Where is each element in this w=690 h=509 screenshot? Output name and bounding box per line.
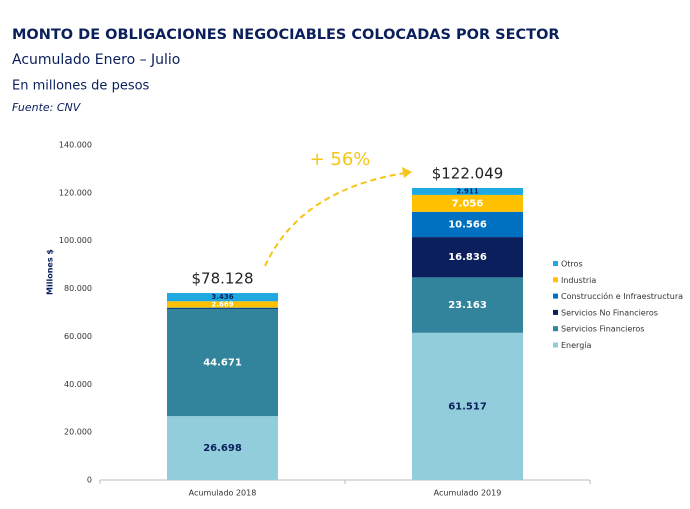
- bar-segment: [412, 187, 523, 195]
- units-note: En millones de pesos: [12, 79, 150, 94]
- legend-swatch: [553, 293, 558, 299]
- chart-subtitle: Acumulado Enero – Julio: [12, 52, 180, 68]
- bar-segment: [167, 309, 278, 417]
- bar-segment: [167, 301, 278, 308]
- y-tick-label: 80.000: [64, 284, 92, 293]
- data-label: 61.517: [448, 401, 487, 412]
- x-tick-label: Acumulado 2019: [434, 489, 502, 498]
- bar-segment: [412, 237, 523, 278]
- annotation: + 56%: [310, 149, 371, 170]
- y-tick-label: 140.000: [59, 141, 92, 150]
- bar-segment: [167, 293, 278, 302]
- total-label: $78.128: [191, 270, 253, 288]
- data-label: 10.566: [448, 219, 487, 230]
- data-label: 16.836: [448, 252, 487, 263]
- total-label: $122.049: [432, 164, 504, 182]
- x-tick-label: Acumulado 2018: [189, 489, 257, 498]
- legend-label: Otros: [561, 260, 583, 269]
- legend-swatch: [553, 342, 558, 348]
- data-label: 2.669: [211, 300, 233, 308]
- data-label: 3.436: [211, 293, 233, 301]
- bar-segment: [412, 332, 523, 480]
- bar-segment: [412, 211, 523, 238]
- legend-swatch: [553, 309, 558, 315]
- bar-segment: [412, 194, 523, 212]
- y-tick-label: 20.000: [64, 428, 92, 437]
- y-tick-label: 100.000: [59, 236, 92, 245]
- legend-label: Servicios No Financieros: [561, 308, 658, 317]
- legend-swatch: [553, 326, 558, 332]
- legend-label: Energía: [561, 341, 591, 350]
- data-label: 23.163: [448, 300, 487, 311]
- bar-segment: [412, 277, 523, 333]
- y-tick-label: 0: [87, 476, 92, 485]
- legend-swatch: [553, 277, 558, 283]
- legend-label: Construcción e Infraestructura: [561, 291, 683, 301]
- y-tick-label: 40.000: [64, 380, 92, 389]
- legend-label: Industria: [561, 276, 596, 285]
- y-tick-label: 120.000: [59, 188, 92, 197]
- data-label: 7.056: [452, 198, 484, 209]
- growth-arrow: [264, 172, 406, 267]
- legend-label: Servicios Financieros: [561, 325, 644, 334]
- bar-segment: [167, 416, 278, 480]
- y-tick-label: 60.000: [64, 332, 92, 341]
- data-label: 2.911: [456, 187, 478, 195]
- bar-segment: [167, 308, 278, 310]
- data-label: 44.671: [203, 358, 242, 369]
- bar-segment: [167, 307, 278, 309]
- chart-title: MONTO DE OBLIGACIONES NEGOCIABLES COLOCA…: [12, 27, 560, 43]
- legend-swatch: [553, 261, 558, 266]
- data-label: 26.698: [203, 443, 242, 454]
- source: Fuente: CNV: [12, 101, 82, 114]
- arrow-head: [402, 167, 412, 178]
- y-axis-label: Millones $: [46, 249, 55, 295]
